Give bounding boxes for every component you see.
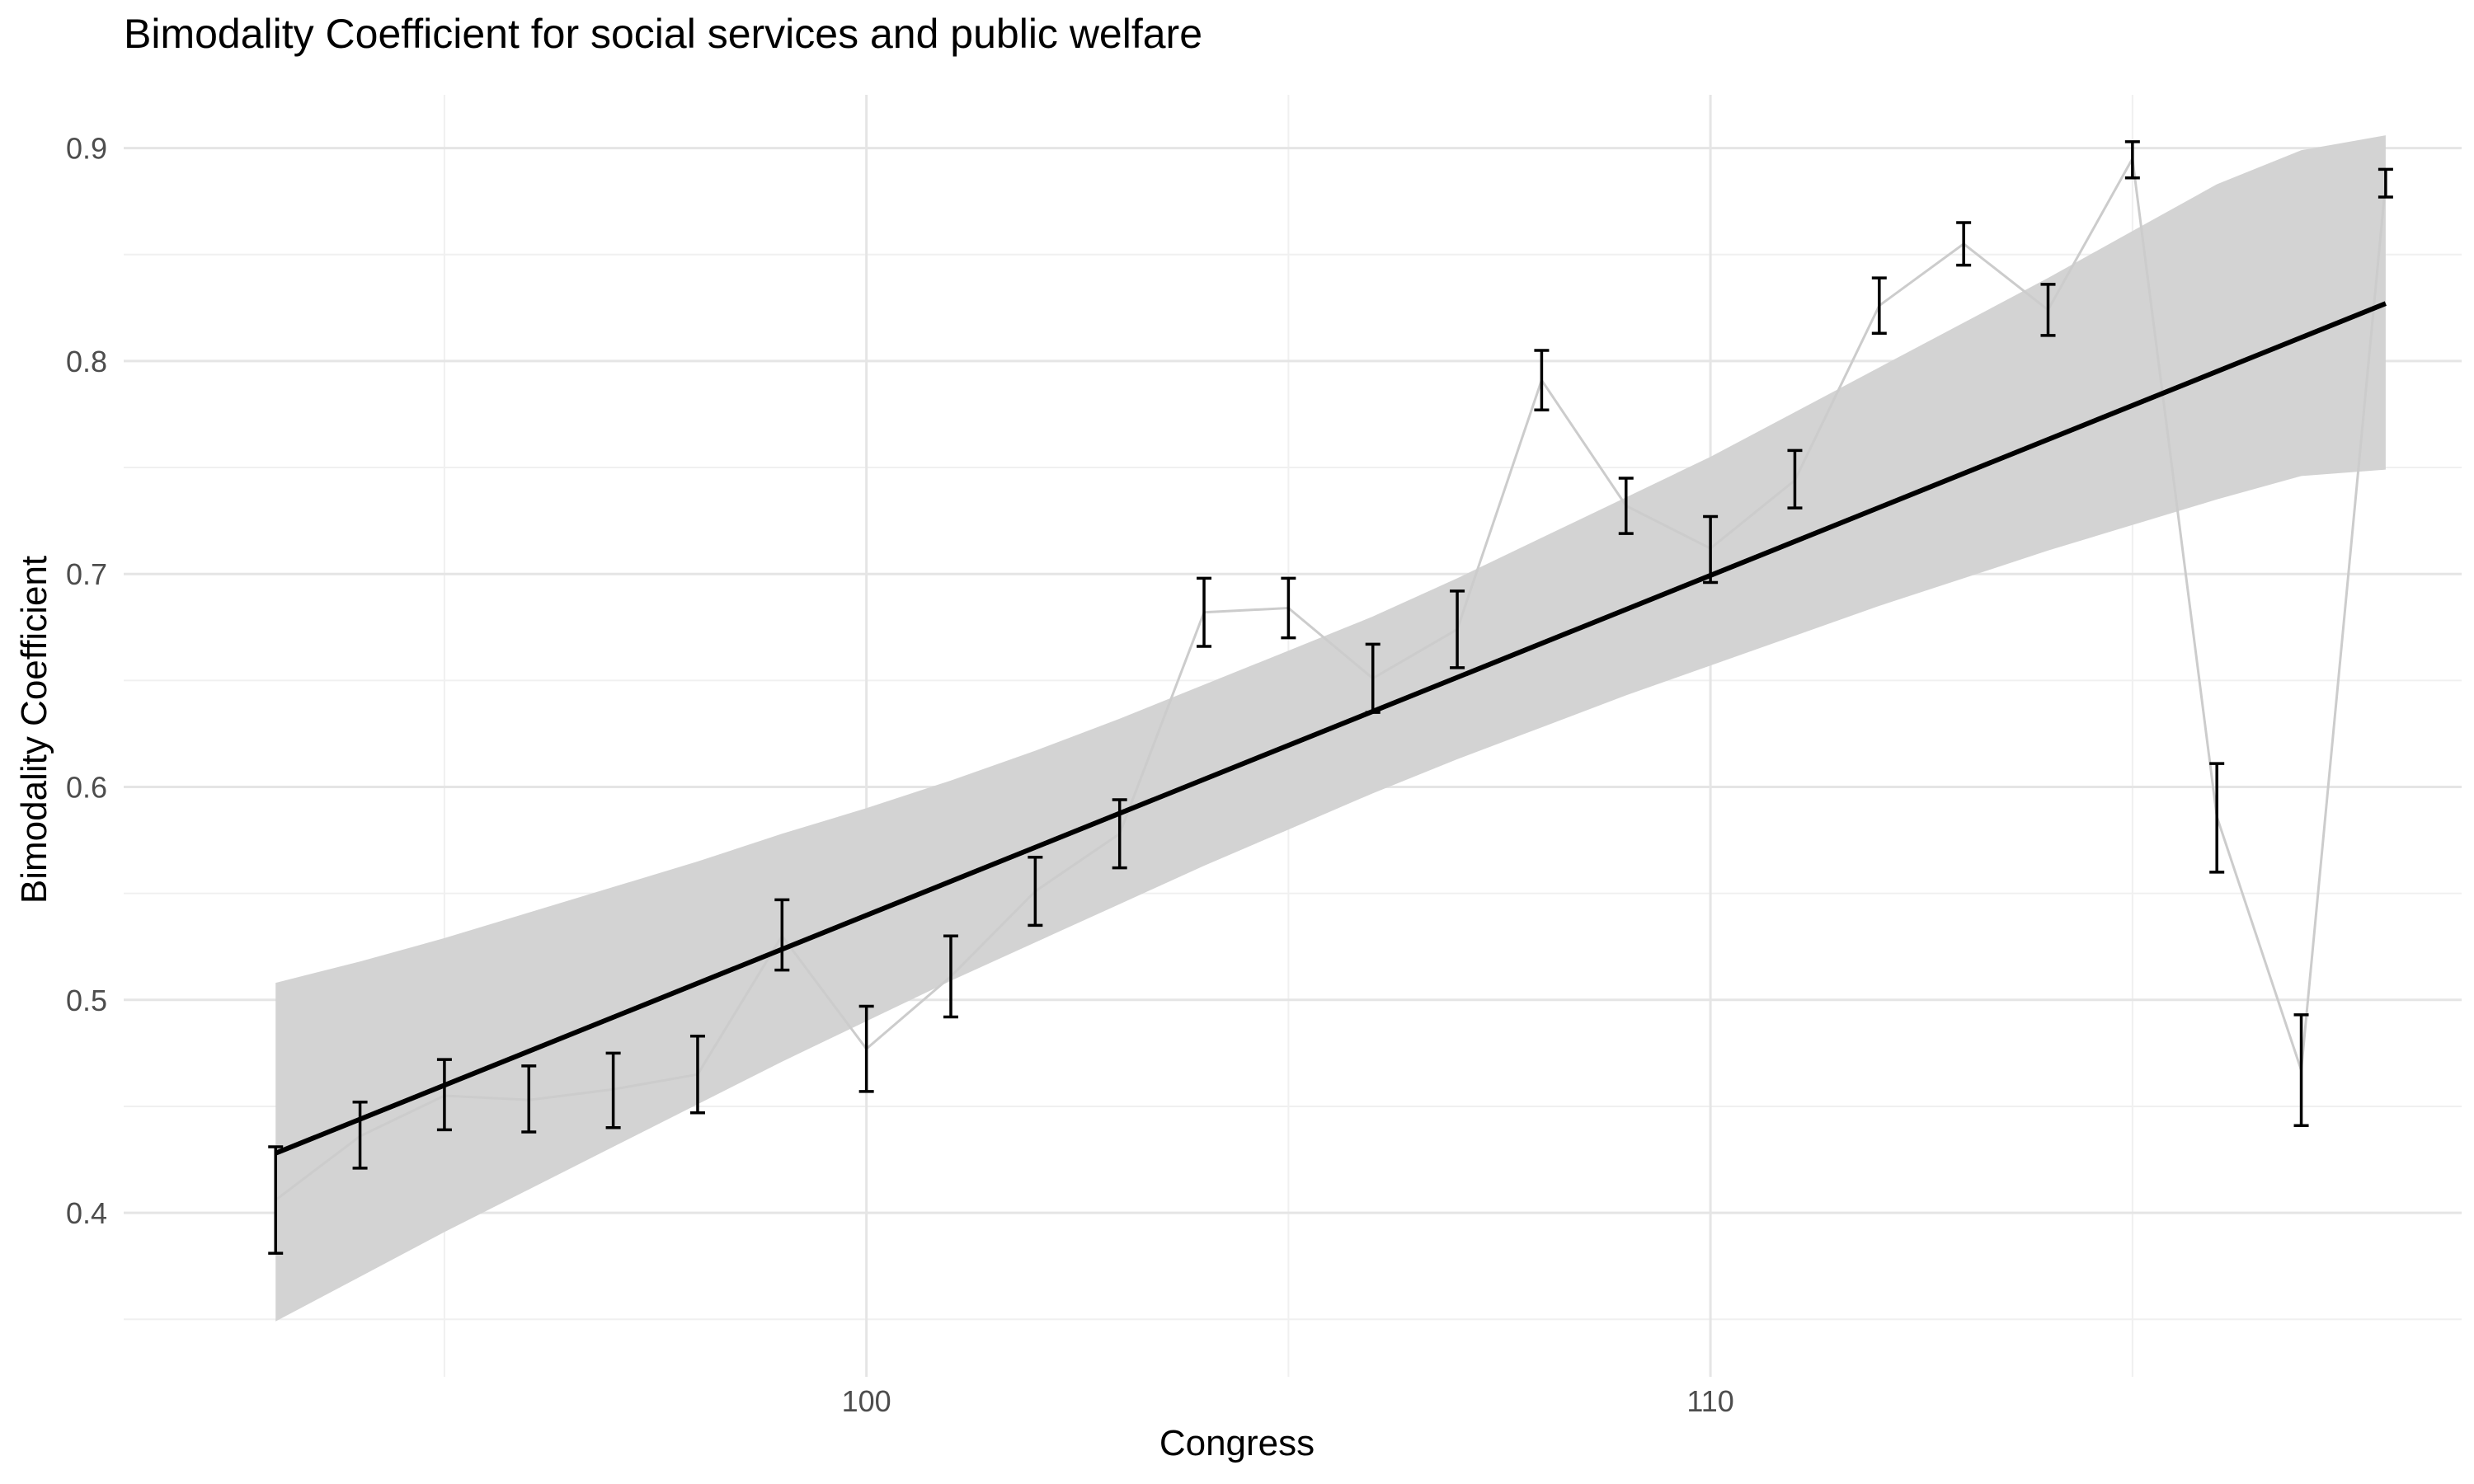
error-bar [1028,855,1043,928]
y-axis-label: Bimodality Coefficient [14,555,54,904]
x-tick-label: 100 [842,1384,891,1418]
series-line-layer [275,154,2387,1201]
y-tick-label: 0.8 [66,345,107,378]
error-bar [2209,762,2225,874]
error-bar [943,934,958,1019]
error-bar [689,1034,705,1115]
error-bar [605,1051,621,1129]
error-bar [1365,642,1380,714]
error-bar [1450,589,1465,669]
error-bar [1787,448,1803,510]
trend-line [275,301,2387,1156]
y-tick-label: 0.6 [66,770,107,804]
error-bar [2040,283,2056,337]
error-bar [2124,140,2140,180]
error-bar [1112,798,1127,870]
error-bar [1281,576,1296,640]
error-bar [774,898,790,972]
error-bar [1197,576,1212,648]
error-bar [268,1145,284,1255]
error-bar [2293,1013,2309,1127]
error-bar [1534,349,1550,412]
y-tick-label: 0.4 [66,1196,107,1230]
series-line [275,154,2387,1201]
error-bar [2378,167,2393,199]
y-tick-label: 0.7 [66,557,107,591]
error-bar [521,1064,537,1134]
x-tick-label: 110 [1686,1384,1733,1418]
trend-line-layer [275,301,2387,1156]
y-tick-label: 0.9 [66,132,107,166]
error-bar [1703,514,1719,585]
error-bar-layer [268,140,2393,1255]
error-bar [858,1004,874,1093]
error-bar [352,1101,368,1170]
error-bar [1618,477,1634,535]
chart-title: Bimodality Coefficient for social servic… [124,11,1203,57]
y-tick-label: 0.5 [66,984,107,1017]
error-bar [1956,221,1972,267]
error-bar [436,1058,452,1132]
x-axis-label: Congress [1159,1423,1315,1463]
error-bar [1871,276,1887,336]
tick-label-layer: 0.4 0.5 0.6 0.7 0.8 0.9 100 110 [66,132,1734,1418]
